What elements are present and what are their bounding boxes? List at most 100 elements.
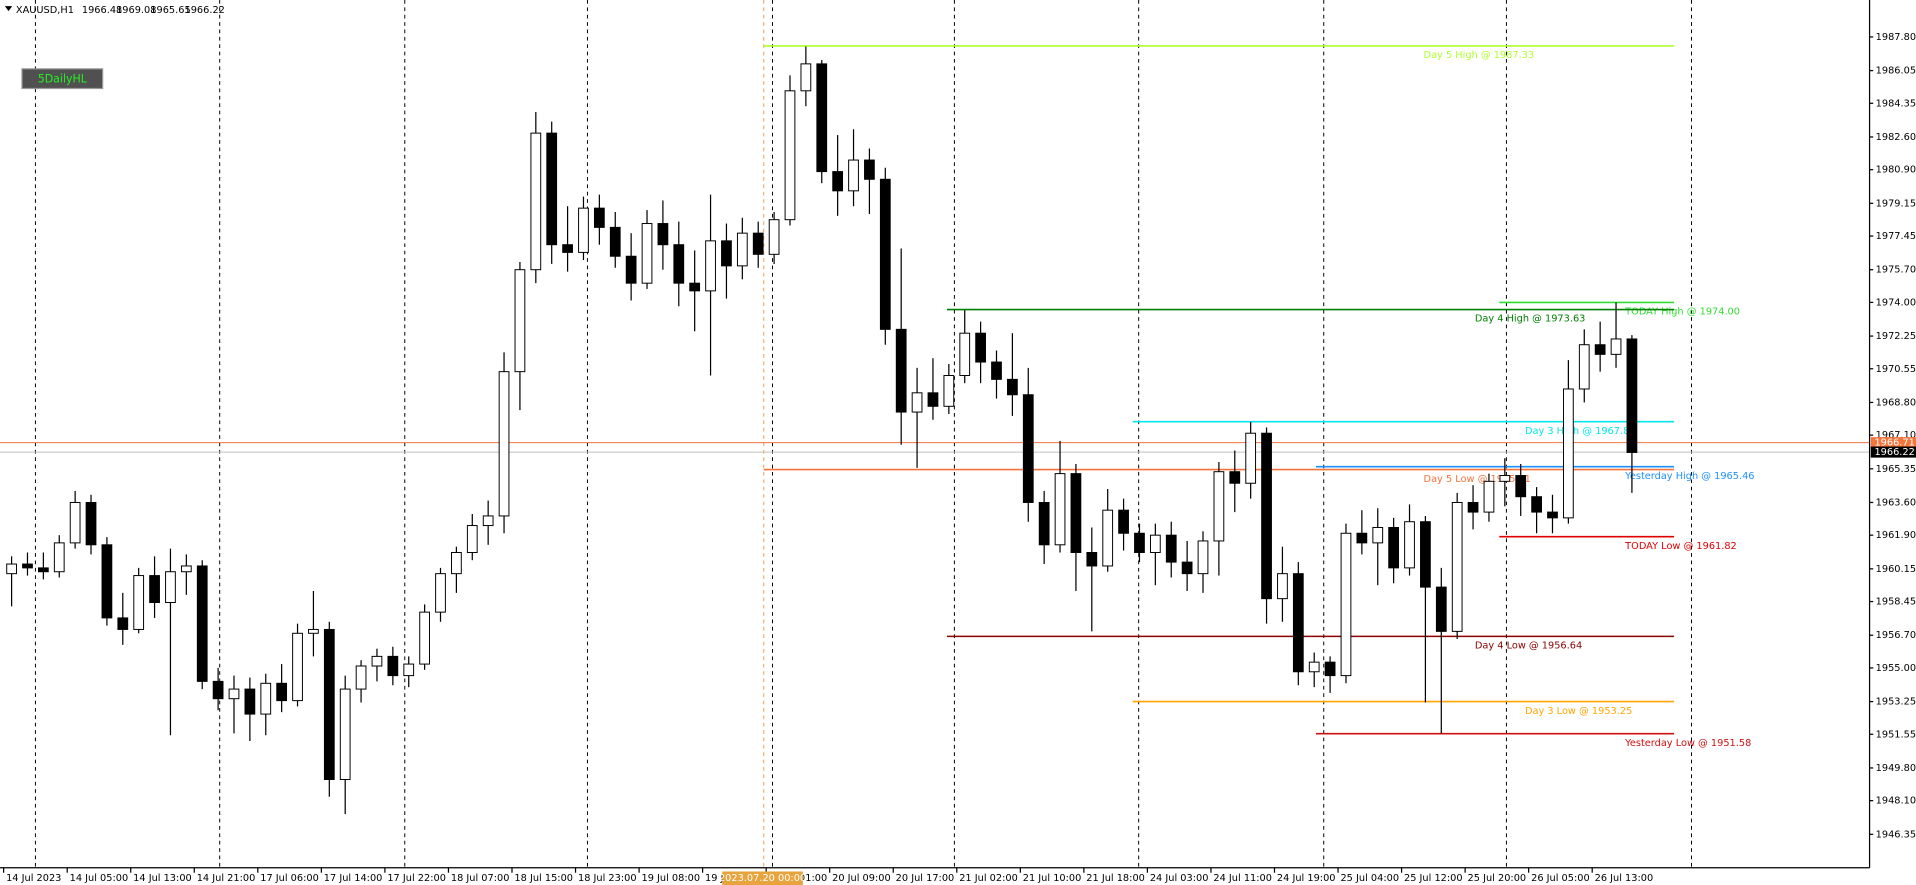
y-tick-label: 1986.05: [1876, 66, 1916, 77]
x-tick-label: 17 Jul 06:00: [260, 873, 319, 884]
candle: [593, 194, 605, 245]
candle: [1086, 527, 1098, 632]
y-tick-label: 1963.60: [1876, 497, 1916, 508]
candle-body: [1197, 540, 1209, 575]
y-tick-label: 1968.80: [1876, 397, 1916, 408]
level-label: Day 5 High @ 1987.33: [1424, 50, 1535, 61]
candle-body: [1086, 552, 1098, 567]
candle-body: [1578, 344, 1590, 390]
candle-body: [228, 688, 240, 700]
y-tick-label: 1987.80: [1876, 32, 1916, 43]
candle: [578, 196, 589, 261]
x-tick-label: 18 Jul 07:00: [451, 873, 510, 884]
header-open: 1966.48: [82, 5, 122, 16]
candle: [244, 677, 256, 742]
candle-body: [1261, 432, 1272, 600]
candle: [1261, 427, 1272, 624]
symbol: XAUUSD,H1: [16, 5, 74, 16]
candle-body: [1070, 473, 1082, 553]
candle-body: [1372, 526, 1384, 544]
level-label: Yesterday High @ 1965.46: [1624, 471, 1754, 482]
candle: [1531, 487, 1542, 534]
candle-body: [879, 178, 891, 330]
y-tick-label: 1977.45: [1876, 231, 1916, 242]
cursor-box: [722, 871, 803, 885]
candle-body: [689, 282, 701, 292]
indicator-button[interactable]: 5DailyHL: [21, 68, 104, 90]
x-tick-label: 21 Jul 02:00: [959, 873, 1018, 884]
candle: [482, 500, 494, 545]
button-box[interactable]: [21, 68, 104, 90]
candle-body: [1420, 521, 1431, 588]
x-tick-label: 26 Jul 13:00: [1595, 873, 1654, 884]
header-low: 1965.65: [150, 5, 190, 16]
y-tick-label: 1949.80: [1876, 763, 1916, 774]
candle-body: [1563, 388, 1574, 519]
candle: [768, 211, 780, 264]
price-box: [1870, 437, 1916, 449]
candle: [1356, 510, 1368, 555]
menu-arrow[interactable]: [4, 6, 13, 12]
y-tick-label: 1982.60: [1876, 132, 1916, 143]
candle-body: [180, 565, 192, 573]
level-label: Day 4 Low @ 1956.64: [1475, 641, 1582, 652]
candle: [165, 548, 176, 736]
price-box-label: 1966.71: [1874, 438, 1914, 449]
candle-body: [1181, 561, 1193, 575]
candle-body: [1245, 432, 1257, 484]
candle-body: [355, 665, 367, 690]
y-tick-label: 1980.90: [1876, 165, 1916, 176]
y-tick-label: 1972.25: [1876, 331, 1916, 342]
x-tick-label: 21 Jul 18:00: [1086, 873, 1145, 884]
candle: [1118, 498, 1129, 551]
candle: [1308, 652, 1320, 688]
candle: [911, 367, 923, 468]
candle-body: [864, 159, 875, 180]
candle-body: [578, 207, 589, 253]
x-tick-label: 25 Jul 04:00: [1340, 873, 1399, 884]
candle: [641, 210, 653, 289]
y-tick-label: 1967.10: [1876, 430, 1916, 441]
candle: [1451, 492, 1463, 640]
candle-body: [53, 542, 65, 573]
candle-body: [276, 682, 288, 702]
candle-body: [212, 680, 224, 700]
candle: [1229, 450, 1241, 513]
candle: [101, 537, 113, 626]
x-tick-label: 14 Jul 21:00: [197, 873, 256, 884]
candle: [133, 567, 145, 634]
candle: [292, 623, 303, 707]
y-tick-label: 1948.10: [1876, 796, 1916, 807]
candle: [1102, 489, 1114, 572]
x-tick-label: 26 Jul 05:00: [1531, 873, 1590, 884]
candle-body: [514, 269, 526, 373]
candle-body: [101, 544, 113, 619]
candle-body: [1102, 509, 1114, 567]
candle-body: [832, 171, 844, 192]
candle-body: [165, 571, 176, 604]
x-tick-label: 14 Jul 05:00: [70, 873, 129, 884]
candle-body: [85, 501, 97, 546]
candle-body: [1038, 501, 1050, 546]
button-label[interactable]: 5DailyHL: [38, 72, 88, 85]
y-tick-label: 1975.70: [1876, 265, 1916, 276]
candle-body: [292, 632, 303, 702]
candle: [419, 604, 430, 670]
candle-body: [22, 563, 33, 569]
candle: [466, 514, 478, 561]
candle: [1007, 333, 1018, 416]
candle: [276, 664, 288, 713]
candle: [228, 675, 240, 734]
header-close: 1966.22: [185, 5, 225, 16]
candle: [1054, 440, 1066, 553]
candle: [22, 552, 33, 576]
candle-body: [1292, 573, 1304, 673]
x-tick-label: 19 Jul 08:00: [642, 873, 701, 884]
candle-body: [466, 525, 478, 553]
candle-body: [1499, 475, 1511, 482]
candle-body: [1213, 471, 1225, 542]
candle-body: [244, 688, 256, 715]
candle-body: [562, 244, 573, 253]
candle: [403, 656, 415, 688]
candle-body: [800, 63, 812, 92]
